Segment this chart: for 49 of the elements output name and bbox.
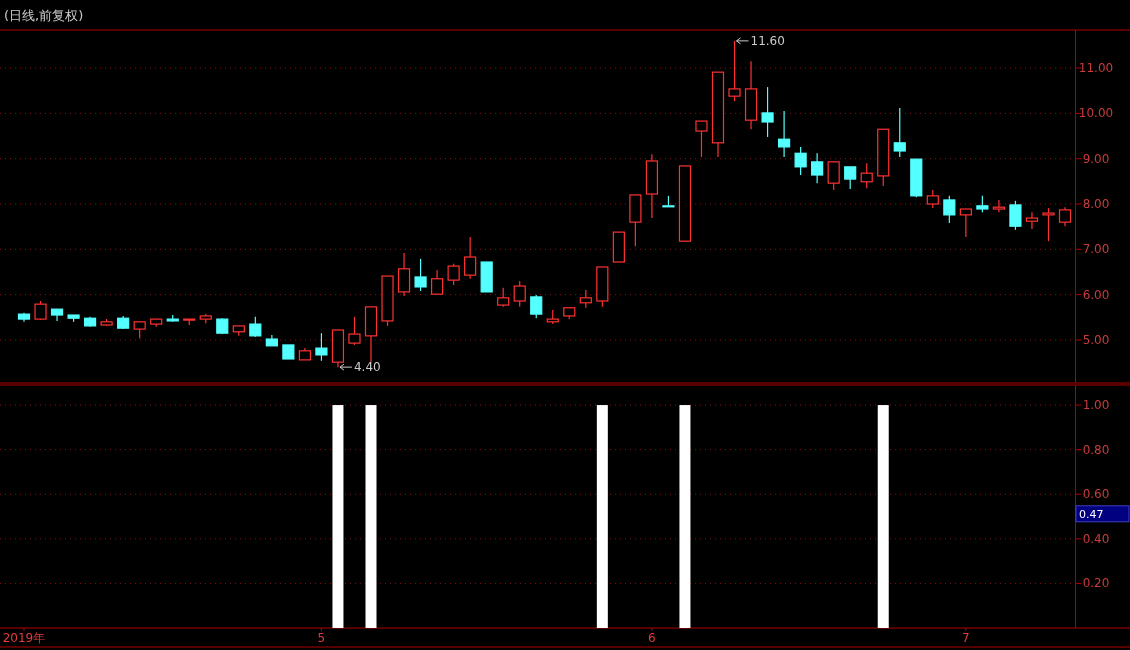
annotation: 11.60 [750,33,785,48]
y-tick-label: 10.00 [1078,106,1114,121]
candlestick [943,195,956,224]
candlestick [1058,206,1072,227]
y-tick-label: 8.00 [1082,197,1110,212]
candlestick [315,332,328,362]
y-tick-label: 7.00 [1082,242,1110,257]
candlestick [926,189,939,209]
y-tick-label: 0.80 [1082,442,1110,457]
x-tick-label: 6 [648,631,656,645]
candlestick [794,146,807,176]
candlestick [811,152,824,184]
candlestick [249,316,262,338]
candlestick [513,280,526,308]
candlestick [1042,207,1055,242]
candlestick [464,236,477,280]
candlestick [1009,200,1022,231]
annotation: 4.40 [353,360,381,375]
y-tick-label: 9.00 [1082,151,1110,166]
x-tick-label: 7 [962,631,970,645]
candlestick [1025,211,1039,230]
candlestick [431,269,444,295]
y-tick-label: 0.40 [1082,531,1110,546]
chart-title: (日线,前复权) [4,8,84,23]
y-tick-label: 11.00 [1078,61,1114,76]
candlestick [414,258,427,292]
candlestick [844,166,857,190]
text: 0.47 [1079,507,1104,521]
candlestick [778,110,791,158]
candlestick [860,162,873,189]
candlestick [397,252,411,297]
candlestick [728,40,741,102]
candlestick [447,263,460,286]
x-tick-label: 2019年 [2,631,46,645]
y-tick-label: 5.00 [1082,332,1110,347]
candlestick [530,294,543,319]
y-tick-label: 1.00 [1082,398,1110,413]
y-tick-label: 0.60 [1082,487,1110,502]
y-tick-label: 6.00 [1082,287,1110,302]
x-tick-label: 5 [317,631,326,645]
candlestick [992,199,1006,213]
candlestick [695,120,708,158]
candlestick [348,316,361,346]
candlestick [761,86,774,138]
candlestick [959,208,972,238]
candlestick [497,287,510,308]
candlestick [827,161,840,191]
y-tick-label: 0.20 [1082,576,1110,591]
candlestick [893,107,906,158]
